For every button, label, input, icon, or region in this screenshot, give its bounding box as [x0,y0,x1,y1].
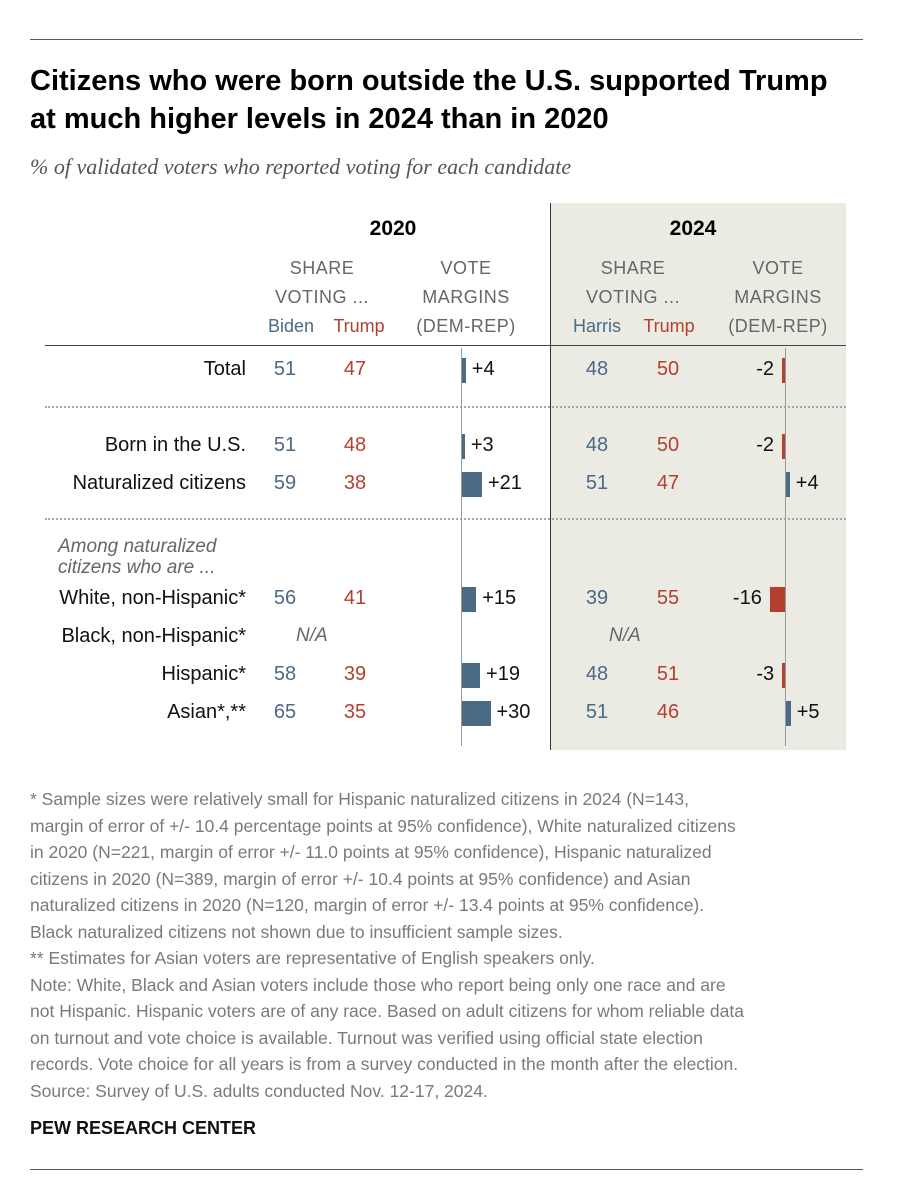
note-line: in 2020 (N=221, margin of error +/- 11.0… [30,842,712,862]
biden-header: Biden [267,316,315,336]
top-rule [30,39,863,40]
row-label: Asian*,** [167,701,246,723]
footnotes: * Sample sizes were relatively small for… [30,786,870,1104]
harris-value: 48 [585,663,609,685]
biden-value: 51 [273,434,297,456]
margin-label-2020: +21 [487,472,522,494]
share-header-2020-line1: SHARE [289,258,355,278]
trump-value-2024: 47 [656,472,680,494]
margin-bar-2024 [769,586,785,612]
margin-bar-2020 [462,700,491,726]
dotted-separator-1 [45,406,846,408]
note-line: naturalized citizens in 2020 (N=120, mar… [30,895,705,915]
margin-label-2024: -3 [756,663,775,685]
row-label: Born in the U.S. [104,434,246,456]
margin-header-2024-line1: VOTE [752,258,804,278]
harris-value: 51 [585,472,609,494]
trump-value-2020: 39 [343,663,367,685]
year-2024-header: 2024 [669,217,717,240]
margin-label-2020: +3 [470,434,494,456]
margin-label-2024: -16 [732,587,762,609]
header-rule [45,345,846,346]
margin-bar-2020 [462,586,477,612]
note-line: * Sample sizes were relatively small for… [30,789,689,809]
margin-label-2024: -2 [756,358,774,380]
margin-label-2024: +4 [795,472,819,494]
chart-title: Citizens who were born outside the U.S. … [30,65,828,135]
trump-value-2020: 38 [343,472,367,494]
margin-bar-2020 [462,357,466,383]
margin-header-2020-line1: VOTE [440,258,492,278]
margin-label-2024: +5 [796,701,820,723]
biden-value: 65 [273,701,297,723]
margin-label-2020: +19 [486,663,520,685]
among-naturalized-label: Among naturalized citizens who are ... [58,536,217,578]
note-line: Note: White, Black and Asian voters incl… [30,974,726,995]
year-2020-header: 2020 [369,217,417,240]
trump-value-2024: 51 [656,663,680,685]
biden-value: 59 [273,472,297,494]
margin-bar-2024 [782,357,785,383]
trump-value-2020: 35 [343,701,367,723]
row-label: Naturalized citizens [72,472,246,494]
margin-header-2020-line3: (DEM-REP) [416,316,516,336]
note-line: ** Estimates for Asian voters are repres… [30,948,595,968]
trump-value-2024: 55 [656,587,680,609]
note-line: Source: Survey of U.S. adults conducted … [30,1080,488,1101]
harris-value: 51 [585,701,609,723]
row-label: White, non-Hispanic* [59,587,246,609]
margin-label-2020: +15 [482,587,517,609]
margin-bar-2020 [462,433,465,459]
year-divider [550,203,551,750]
na-2020: N/A [296,625,328,646]
trump-value-2020: 48 [343,434,367,456]
share-header-2024-line1: SHARE [600,258,666,278]
na-2024: N/A [609,625,641,646]
margin-bar-2024 [786,471,790,497]
biden-value: 58 [273,663,297,685]
dotted-separator-2 [45,518,846,520]
harris-value: 48 [585,358,609,380]
margin-label-2020: +30 [496,701,531,723]
brand-logo-text: PEW RESEARCH CENTER [30,1118,257,1138]
margin-bar-2024 [782,662,785,688]
trump-header-2020: Trump [333,316,385,336]
biden-value: 56 [273,587,297,609]
bottom-rule [30,1169,863,1170]
margin-header-2020-line2: MARGINS [422,287,510,307]
chart-subtitle: % of validated voters who reported votin… [30,154,572,179]
row-label: Total [203,358,246,380]
panel-2024-background [551,203,846,750]
margin-header-2024-line3: (DEM-REP) [728,316,828,336]
row-label: Hispanic* [161,663,246,685]
margin-axis-2024 [785,348,786,746]
trump-value-2024: 50 [656,434,680,456]
harris-header: Harris [573,316,621,336]
margin-bar-2024 [782,433,785,459]
note-line: not Hispanic. Hispanic voters are of any… [30,1001,744,1021]
biden-value: 51 [273,358,297,380]
share-header-2024-line2: VOTING ... [585,287,680,307]
trump-value-2024: 50 [656,358,680,380]
note-line: records. Vote choice for all years is fr… [30,1054,739,1074]
trump-value-2020: 41 [343,587,367,609]
trump-value-2020: 47 [343,358,367,380]
harris-value: 48 [585,434,609,456]
margin-axis-2020 [461,348,462,746]
row-label: Black, non-Hispanic* [61,625,246,647]
note-line: Black naturalized citizens not shown due… [30,921,563,942]
note-line: citizens in 2020 (N=389, margin of error… [30,868,691,889]
trump-header-2024: Trump [643,316,695,336]
margin-bar-2020 [462,471,482,497]
margin-label-2024: -2 [756,434,774,456]
harris-value: 39 [585,587,609,609]
margin-bar-2020 [462,662,481,688]
margin-label-2020: +4 [471,358,495,380]
note-line: margin of error of +/- 10.4 percentage p… [30,815,736,836]
margin-header-2024-line2: MARGINS [734,287,822,307]
margin-bar-2024 [786,700,791,726]
trump-value-2024: 46 [656,701,680,723]
note-line: on turnout and vote choice is available.… [30,1027,703,1048]
share-header-2020-line2: VOTING ... [274,287,369,307]
